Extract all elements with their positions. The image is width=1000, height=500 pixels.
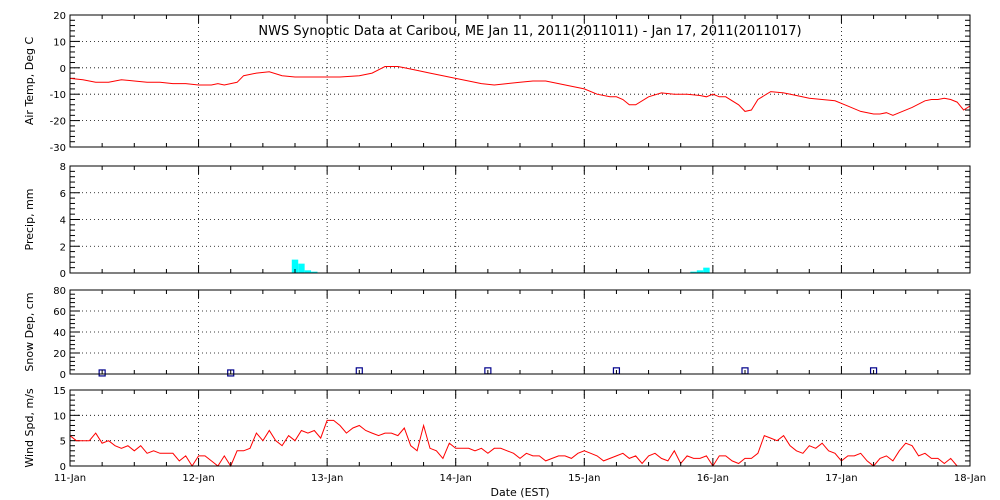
- air_temp-panel: -30 -20 -10 0 10 20 Air Temp, Deg C: [23, 11, 971, 154]
- wind_speed-y-tick-label: 10: [53, 411, 66, 422]
- x-tick-label: 11-Jan: [54, 473, 86, 484]
- wind_speed-frame: [69, 389, 971, 467]
- precip-y-tick-label: 2: [60, 242, 66, 253]
- precip-bar: [291, 259, 299, 273]
- snow_depth-point: [227, 369, 235, 377]
- air_temp-y-tick-label: 10: [53, 37, 66, 48]
- wind_speed-panel: 0 5 10 15 Wind Spd, m/s: [23, 386, 971, 473]
- precip-y-axis-title: Precip, mm: [23, 189, 36, 251]
- wind_speed-y-axis-title: Wind Spd, m/s: [23, 388, 36, 468]
- snow_depth-y-tick-label: 60: [53, 307, 66, 318]
- snow_depth-panel: 0 20 40 60 80 Snow Dep, cm: [23, 286, 971, 381]
- precip-y-tick-label: 6: [60, 189, 66, 200]
- snow_depth-y-tick-label: 40: [53, 328, 66, 339]
- precip-bar: [304, 270, 312, 273]
- air_temp-y-tick-label: 0: [60, 64, 66, 75]
- x-tick-label: 12-Jan: [182, 473, 214, 484]
- precip-panel: 0 2 4 6 8 Precip, mm: [23, 162, 971, 280]
- x-tick-label: 17-Jan: [825, 473, 857, 484]
- snow_depth-y-tick-label: 80: [53, 286, 66, 297]
- precip-bar: [690, 271, 697, 273]
- snow_depth-y-tick-label: 0: [60, 370, 66, 381]
- precip-y-tick-label: 4: [60, 216, 66, 227]
- x-tick-label: 18-Jan: [954, 473, 986, 484]
- air_temp-y-tick-label: -30: [50, 143, 66, 154]
- x-tick-label: 15-Jan: [568, 473, 600, 484]
- snow_depth-y-tick-label: 20: [53, 349, 66, 360]
- precip-bar: [696, 270, 704, 273]
- snow_depth-point: [98, 369, 106, 377]
- precip-y-tick-label: 8: [60, 162, 66, 173]
- air_temp-y-axis-title: Air Temp, Deg C: [23, 37, 36, 126]
- precip-y-tick-label: 0: [60, 269, 66, 280]
- x-tick-label: 16-Jan: [697, 473, 729, 484]
- wind_speed-y-tick-label: 15: [53, 386, 66, 397]
- air_temp-y-tick-label: 20: [53, 11, 66, 22]
- precip-bar: [298, 263, 305, 273]
- air_temp-y-tick-label: -20: [50, 117, 66, 128]
- x-axis-title: Date (EST): [490, 486, 549, 499]
- precip-bar: [703, 267, 710, 273]
- x-tick-label: 13-Jan: [311, 473, 343, 484]
- snow_depth-y-axis-title: Snow Dep, cm: [23, 292, 36, 371]
- air_temp-y-tick-label: -10: [50, 90, 66, 101]
- x-tick-label: 14-Jan: [440, 473, 472, 484]
- precip-bar: [311, 271, 318, 273]
- wind_speed-y-tick-label: 0: [60, 462, 66, 473]
- air_temp-series-line: [69, 66, 971, 116]
- wind_speed-y-tick-label: 5: [60, 437, 66, 448]
- wind_speed-series-line: [69, 419, 958, 468]
- chart-title: NWS Synoptic Data at Caribou, ME Jan 11,…: [258, 24, 801, 39]
